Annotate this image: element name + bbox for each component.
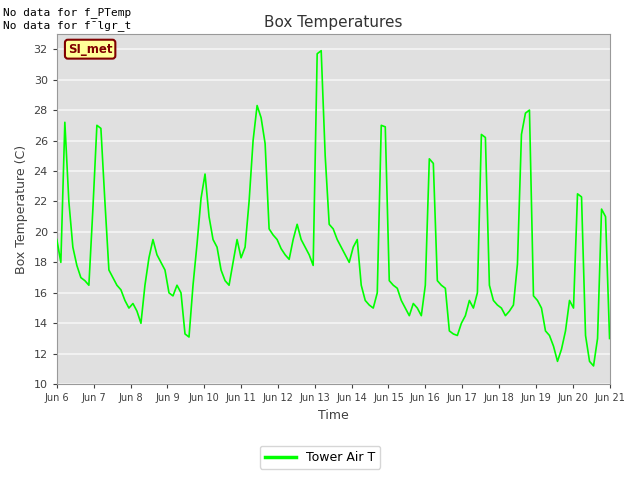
Legend: Tower Air T: Tower Air T [260,446,380,469]
Text: SI_met: SI_met [68,43,113,56]
Title: Box Temperatures: Box Temperatures [264,15,403,30]
Text: No data for f¯lgr_t: No data for f¯lgr_t [3,20,131,31]
X-axis label: Time: Time [318,409,349,422]
Text: No data for f_PTemp: No data for f_PTemp [3,7,131,18]
Y-axis label: Box Temperature (C): Box Temperature (C) [15,144,28,274]
